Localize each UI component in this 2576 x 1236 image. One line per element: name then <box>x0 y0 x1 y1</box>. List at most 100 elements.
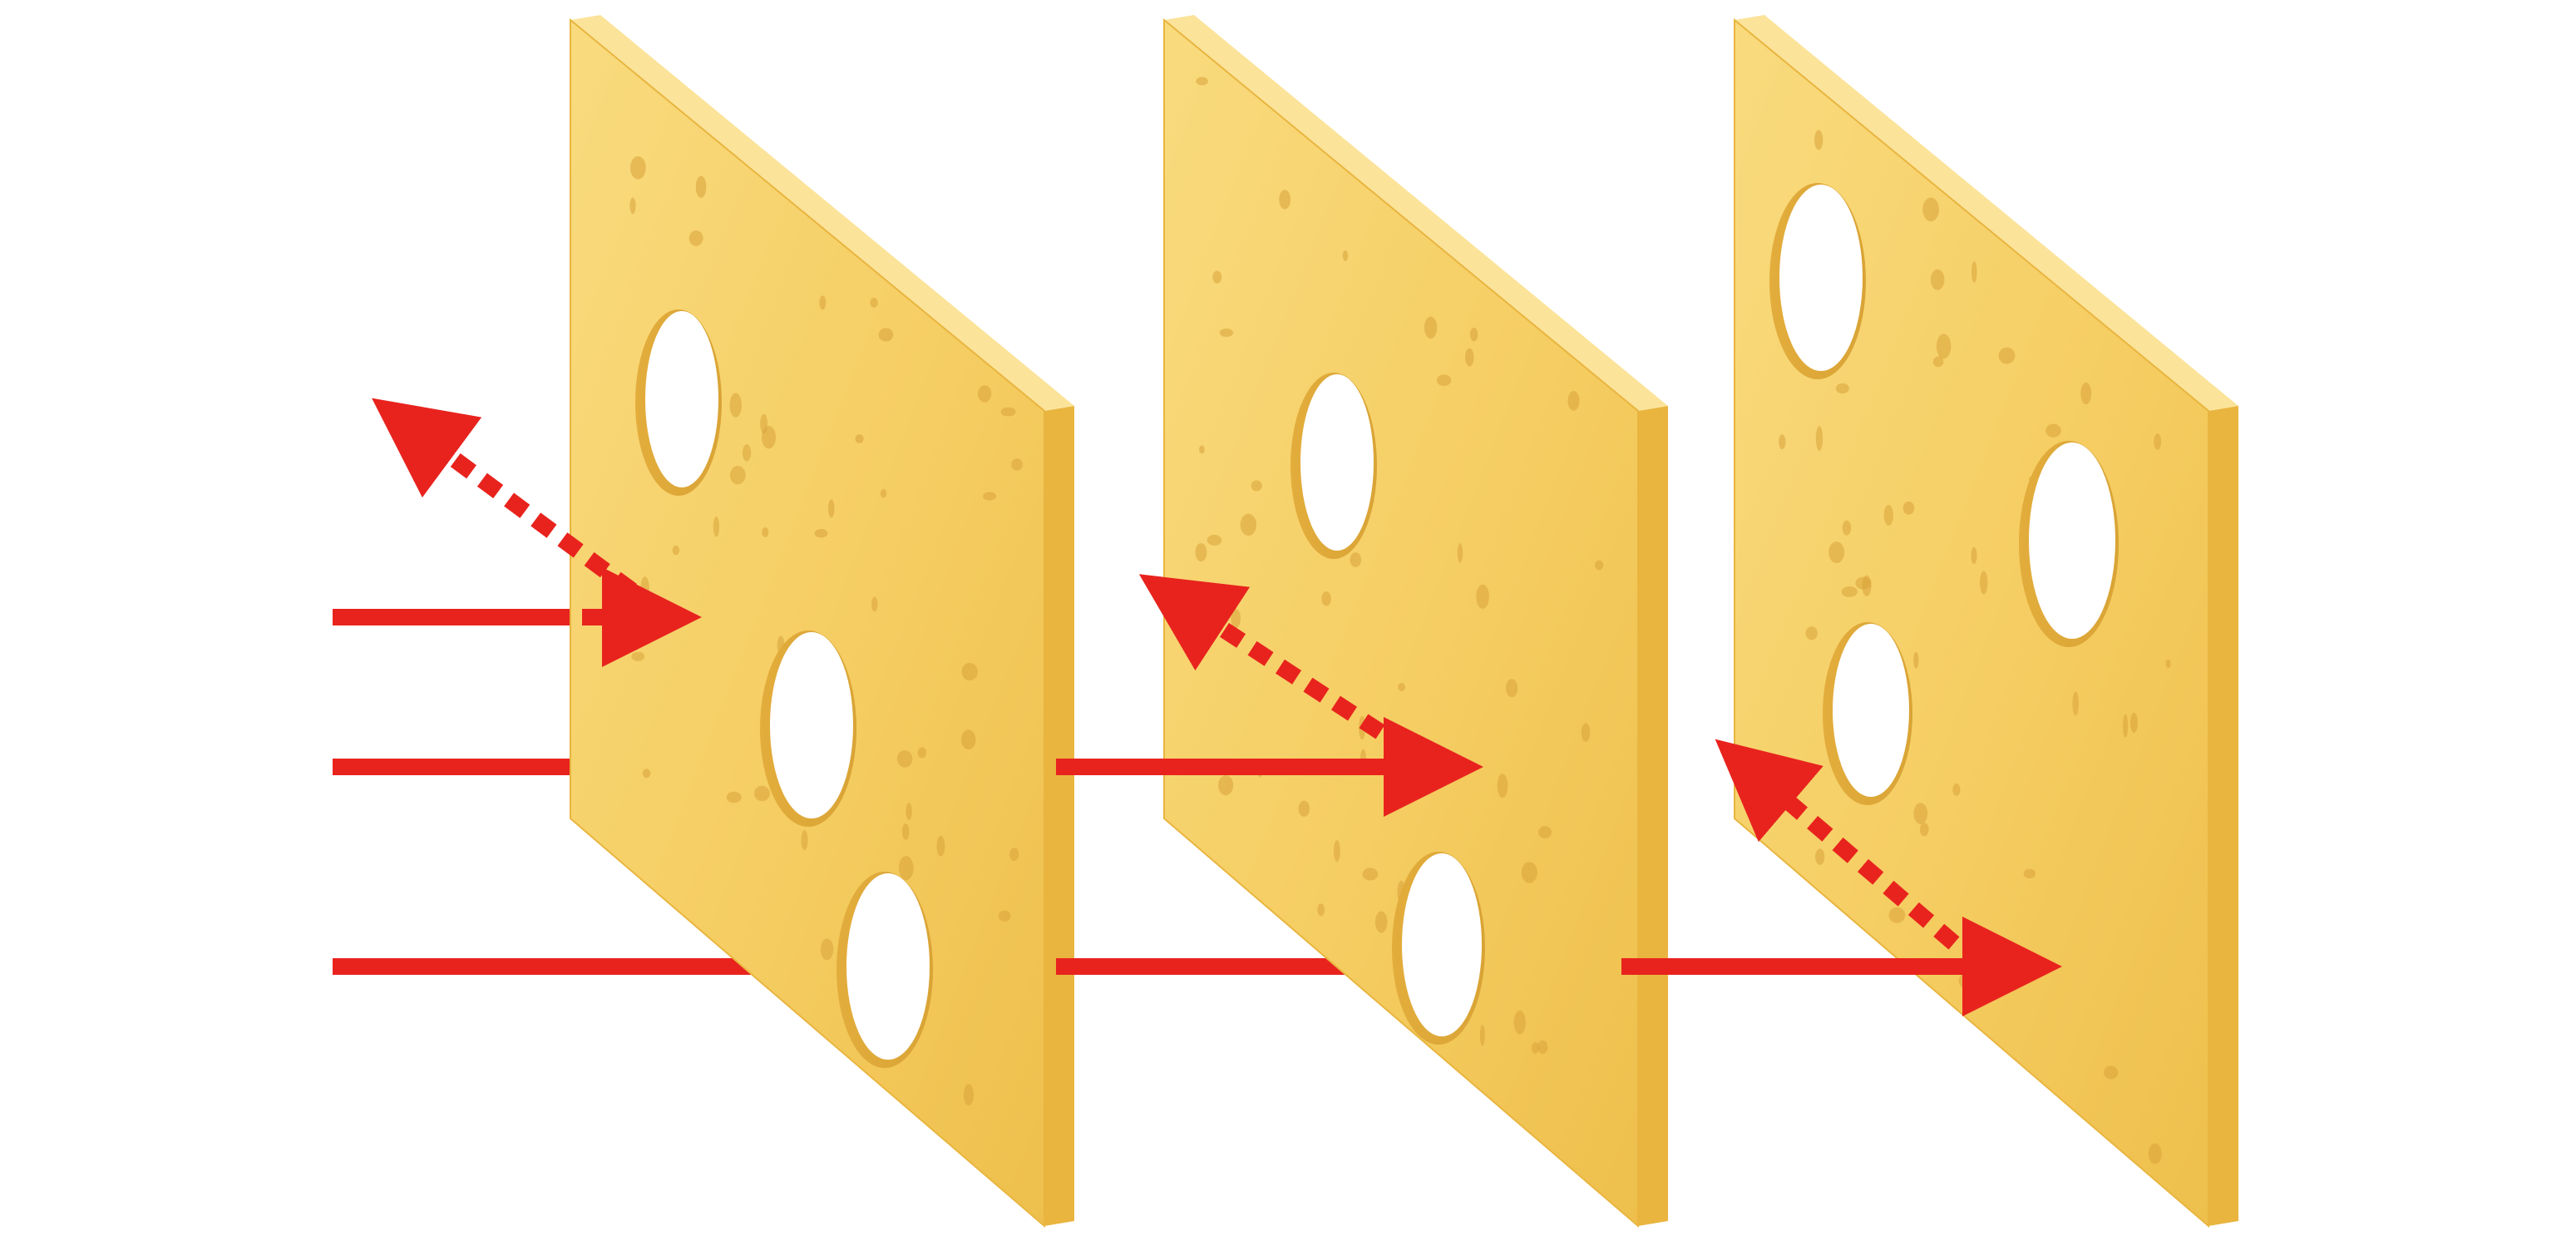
cheese-pore <box>1212 270 1222 284</box>
cheese-pore <box>1240 513 1257 536</box>
cheese-pore <box>1362 868 1379 881</box>
cheese-pore <box>2046 423 2061 438</box>
cheese-pore <box>1922 197 1940 222</box>
cheese-hole <box>1402 853 1482 1036</box>
cheese-pore <box>1537 1040 1548 1055</box>
cheese-pore <box>820 938 834 961</box>
cheese-pore <box>1774 803 1781 816</box>
dotted-deflection-arrow <box>1715 739 1960 950</box>
cheese-top-edge <box>1164 15 1668 411</box>
cheese-pore <box>1814 130 1823 151</box>
cheese-pore <box>978 385 992 403</box>
cheese-hole <box>2029 442 2115 639</box>
cheese-pore <box>1199 445 1205 454</box>
cheese-pore <box>2072 691 2080 716</box>
cheese-pore <box>1932 356 1944 368</box>
cheese-pore <box>642 769 651 779</box>
cheese-pore <box>898 856 914 881</box>
cheese-pore <box>1207 534 1222 546</box>
cheese-pore <box>1952 783 1961 796</box>
cheese-pore <box>1424 316 1438 339</box>
cheese-pore <box>1251 480 1262 492</box>
cheese-pore <box>672 545 680 556</box>
cheese-pore <box>1594 560 1604 571</box>
cheese-pore <box>906 803 912 820</box>
cheese-pore <box>1581 723 1591 742</box>
cheese-pore <box>1805 626 1818 640</box>
cheese-pore <box>1479 1025 1485 1046</box>
cheese-pore <box>1841 586 1858 597</box>
cheese-pore <box>880 488 887 498</box>
cheese-pore <box>1350 552 1362 567</box>
cheese-pore <box>631 651 645 661</box>
cheese-pore <box>1000 407 1016 417</box>
cheese-pore <box>614 649 622 659</box>
cheese-pore <box>1196 77 1208 86</box>
cheese-top-edge <box>570 15 1074 411</box>
cheese-pore <box>828 499 835 518</box>
dotted-deflection-arrow <box>1138 574 1385 739</box>
cheese-pore <box>2154 433 2162 450</box>
cheese-pore <box>629 197 636 215</box>
cheese-pore <box>1919 823 1929 837</box>
cheese-pore <box>917 747 927 759</box>
cheese-face <box>1163 17 1639 1229</box>
cheese-pore <box>1971 546 1977 565</box>
cheese-pore <box>2165 659 2171 669</box>
cheese-pore <box>754 785 770 802</box>
cheese-pore <box>1930 269 1945 290</box>
dotted-deflection-arrow <box>372 398 637 598</box>
cheese-pore <box>960 729 976 750</box>
cheese-pore <box>1842 520 1852 536</box>
cheese-pore <box>896 749 913 768</box>
cheese-pore <box>1321 591 1331 606</box>
cheese-pore <box>1538 826 1552 838</box>
cheese-pore <box>936 835 945 857</box>
cheese-layers <box>570 15 2238 1229</box>
cheese-pore <box>1195 542 1207 562</box>
cheese-pore <box>1913 803 1928 824</box>
cheese-pore <box>1815 848 1825 865</box>
cheese-pore <box>729 393 743 418</box>
cheese-pore <box>1219 328 1234 338</box>
cheese-pore <box>1506 679 1518 698</box>
cheese-pore <box>640 576 649 599</box>
cheese-pore <box>814 529 828 538</box>
cheese-hole <box>1833 624 1909 797</box>
cheese-pore <box>729 466 746 485</box>
cheese-pore <box>1531 1041 1539 1054</box>
cheese-pore <box>1936 334 1952 359</box>
cheese-pore <box>1218 775 1234 796</box>
cheese-pore <box>1513 1010 1526 1035</box>
cheese-pore <box>1902 501 1915 515</box>
cheese-pore <box>878 328 894 342</box>
cheese-pore <box>726 791 742 803</box>
cheese-pore <box>2123 714 2129 738</box>
cheese-pore <box>1567 391 1580 411</box>
cheese-pore <box>1862 575 1872 596</box>
cheese-hole <box>770 632 853 818</box>
cheese-pore <box>1913 651 1919 669</box>
cheese-pore <box>1883 504 1894 526</box>
cheese-hole <box>846 873 930 1060</box>
cheese-side-edge <box>2208 406 2238 1226</box>
cheese-pore <box>871 596 878 612</box>
cheese-pore <box>963 1084 975 1106</box>
cheese-pore <box>1374 911 1388 933</box>
cheese-pore <box>2080 382 2092 405</box>
arrows-in-front <box>372 398 2062 1016</box>
cheese-side-edge <box>1044 406 1074 1226</box>
cheese-pore <box>2129 712 2138 733</box>
cheese-pore <box>1342 250 1349 261</box>
cheese-pore <box>1231 608 1241 629</box>
cheese-hole <box>1300 374 1374 551</box>
cheese-pore <box>1436 374 1452 387</box>
cheese-layer-1 <box>570 15 1074 1229</box>
cheese-pore <box>998 910 1011 922</box>
cheese-pore <box>2103 1065 2119 1080</box>
cheese-pore <box>1998 347 2016 364</box>
cheese-pore <box>629 156 646 180</box>
cheese-layer-3 <box>1734 15 2238 1229</box>
cheese-pore <box>819 295 827 310</box>
